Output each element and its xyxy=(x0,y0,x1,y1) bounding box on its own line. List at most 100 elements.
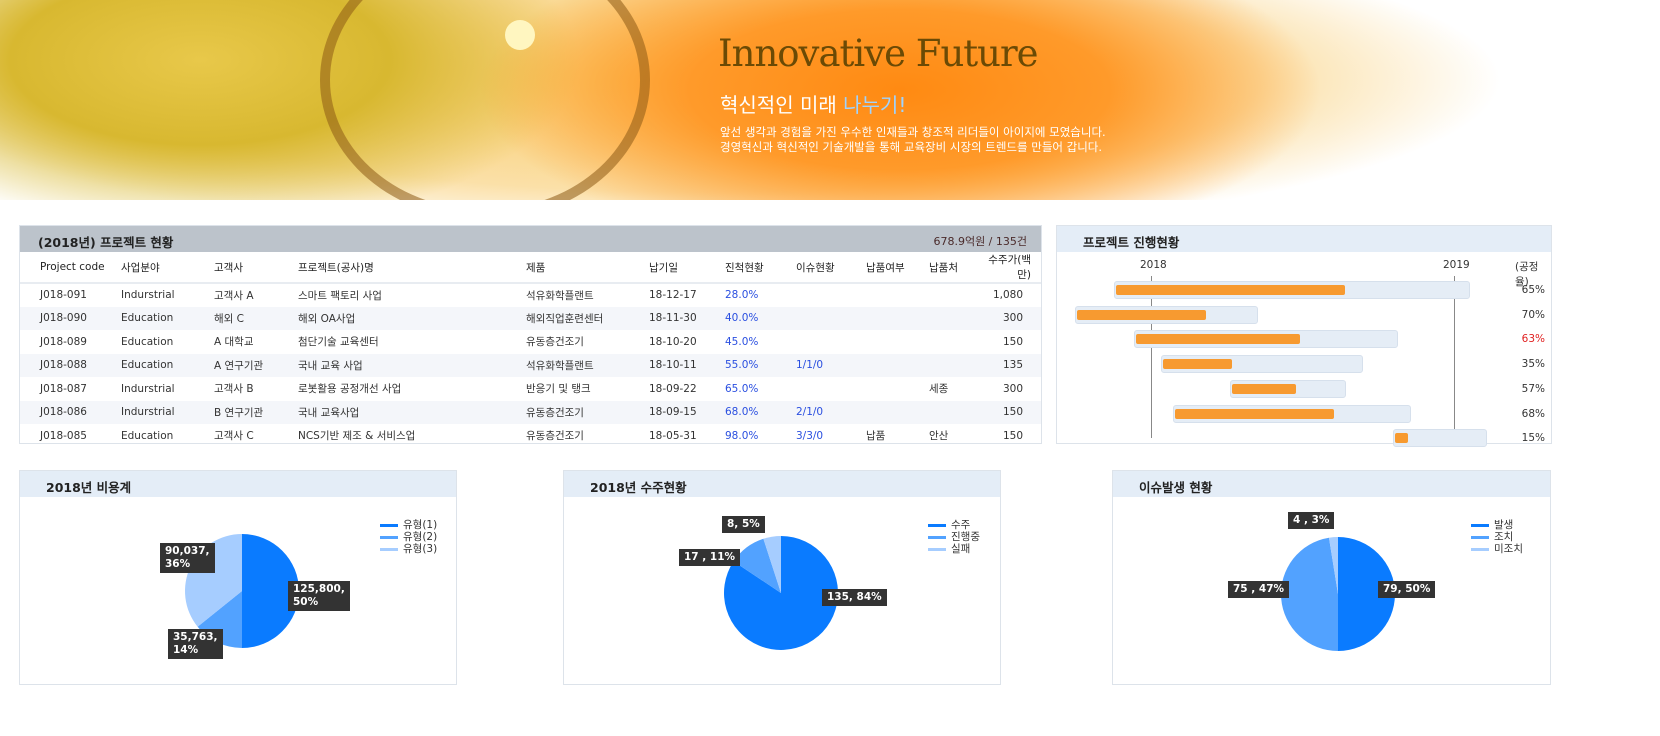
table-cell: 1,080 xyxy=(992,289,1023,302)
column-header: 납품처 xyxy=(929,252,984,284)
table-cell xyxy=(866,377,929,401)
column-header: Project code xyxy=(20,252,121,284)
table-cell: 18-05-31 xyxy=(649,429,697,442)
table-cell: 300 xyxy=(1002,382,1023,395)
legend-item[interactable]: 유형(1) xyxy=(380,519,437,531)
subtitle-main: 혁신적인 미래 xyxy=(720,93,844,117)
table-cell xyxy=(929,400,984,424)
legend-item[interactable]: 진행중 xyxy=(928,531,980,543)
legend-swatch xyxy=(928,547,946,551)
legend-item[interactable]: 미조치 xyxy=(1471,543,1523,555)
legend-item[interactable]: 수주 xyxy=(928,519,980,531)
legend-label: 진행중 xyxy=(951,531,980,543)
lightbulb-illustration xyxy=(320,0,650,200)
table-cell: Indurstrial xyxy=(121,382,175,395)
table-row[interactable]: J018-090 Education 해외 C 해외 OA사업 해외직업훈련센터 18-1… xyxy=(20,306,1041,330)
table-cell: 석유화학플랜트 xyxy=(526,289,594,302)
subtitle-highlight: 나누기! xyxy=(843,93,907,117)
table-cell: J018-086 xyxy=(20,400,121,424)
legend-item[interactable]: 유형(2) xyxy=(380,531,437,543)
table-cell: 18-11-30 xyxy=(649,306,725,330)
table-row[interactable]: J018-086 Indurstrial B 연구기관 국내 교육사업 유동층건조기 18… xyxy=(20,400,1041,424)
column-header: 사업분야 xyxy=(121,252,214,284)
progress-label: 35% xyxy=(1521,358,1545,371)
gantt-bar-progress xyxy=(1231,383,1296,394)
table-cell: 1/1/0 xyxy=(796,353,866,377)
progress-label: 15% xyxy=(1521,432,1545,445)
table-cell xyxy=(929,330,984,354)
table-row[interactable]: J018-085 Education 고객사 C NCS기반 제조 & 서비스업 유동층… xyxy=(20,424,1041,448)
table-cell: 18-10-11 xyxy=(649,353,725,377)
table-cell xyxy=(796,283,866,307)
legend-swatch xyxy=(1471,547,1489,551)
table-cell: 150 xyxy=(984,400,1041,424)
table-cell xyxy=(929,353,984,377)
table-cell: 국내 교육 사업 xyxy=(298,353,526,377)
pie-slice-1[interactable] xyxy=(1281,537,1338,651)
hero-banner: Innovative Future 혁신적인 미래 나누기! 앞선 생각과 경험… xyxy=(0,0,1660,200)
table-cell: J018-085 xyxy=(40,429,87,442)
gantt-bar-track[interactable] xyxy=(1392,429,1488,448)
legend-item[interactable]: 유형(3) xyxy=(380,543,437,555)
year-line-2019 xyxy=(1454,276,1455,438)
table-cell: 18-10-20 xyxy=(649,335,697,348)
data-label: 125,800, 50% xyxy=(288,581,350,611)
legend-swatch xyxy=(1471,535,1489,539)
table-cell: 68.0% xyxy=(725,400,796,424)
legend-item[interactable]: 실패 xyxy=(928,543,980,555)
table-cell xyxy=(866,400,929,424)
panel-title: 2018년 비용계 xyxy=(20,471,456,497)
table-cell: 석유화학플랜트 xyxy=(526,353,649,377)
data-label: 75 , 47% xyxy=(1228,581,1290,598)
table-cell: 반응기 및 탱크 xyxy=(526,383,591,396)
table-cell: 첨단기술 교육센터 xyxy=(298,336,379,349)
unit-label: (공정율) xyxy=(1515,261,1539,288)
panel-title: 2018년 수주현황 xyxy=(564,471,1000,497)
data-label: 79, 50% xyxy=(1378,581,1436,598)
column-header: 제품 xyxy=(526,252,649,284)
table-cell: 18-09-22 xyxy=(649,382,697,395)
data-label: 8, 5% xyxy=(722,516,765,533)
panel-title: 이슈발생 현황 xyxy=(1113,471,1550,497)
pie-slice-2[interactable] xyxy=(1328,537,1338,594)
pie-slice-0[interactable] xyxy=(242,534,299,648)
panel-title: (2018년) 프로젝트 현황 xyxy=(38,235,174,250)
table-cell: J018-089 xyxy=(40,335,87,348)
table-cell: B 연구기관 xyxy=(214,400,298,424)
legend-swatch xyxy=(380,535,398,539)
table-cell: J018-087 xyxy=(40,382,87,395)
progress-label: 65% xyxy=(1521,284,1545,296)
table-cell: 해외 OA사업 xyxy=(298,306,526,330)
desc-line-1: 앞선 생각과 경험을 가진 우수한 인재들과 창조적 리더들이 아이지에 모였습… xyxy=(720,125,1106,139)
table-row[interactable]: J018-091 Indurstrial 고객사 A 스마트 팩토리 사업 석유화학플랜… xyxy=(20,283,1041,307)
table-cell: Education xyxy=(121,335,174,348)
table-cell: 안산 xyxy=(929,430,949,443)
table-row[interactable]: J018-087 Indurstrial 고객사 B 로봇활용 공정개선 사업 반응기 … xyxy=(20,377,1041,401)
table-cell: J018-088 xyxy=(20,353,121,377)
pie-slice-2[interactable] xyxy=(763,536,781,593)
table-cell: Indurstrial xyxy=(121,289,175,302)
legend-swatch xyxy=(928,535,946,539)
table-row[interactable]: J018-088 Education A 연구기관 국내 교육 사업 석유화학플랜트 18… xyxy=(20,353,1041,377)
table-cell: 유동층건조기 xyxy=(526,336,584,349)
pie-slice-1[interactable] xyxy=(733,538,781,593)
column-header: 수주가(백만) xyxy=(984,252,1041,284)
pie-slice-0[interactable] xyxy=(1338,537,1395,651)
pie-chart xyxy=(185,534,299,648)
table-cell: 유동층건조기 xyxy=(526,400,649,424)
table-cell: 150 xyxy=(1002,335,1023,348)
legend-item[interactable]: 발생 xyxy=(1471,519,1523,531)
column-header: 고객사 xyxy=(214,252,298,284)
table-header-row: Project code 사업분야 고객사 프로젝트(공사)명 제품 납기일 진척현황 이슈현… xyxy=(20,252,1041,284)
table-cell: 300 xyxy=(984,306,1041,330)
table-row[interactable]: J018-089 Education A 대학교 첨단기술 교육센터 유동층건조기 18-… xyxy=(20,330,1041,354)
column-header: 납기일 xyxy=(649,252,725,284)
table-cell: 55.0% xyxy=(725,353,796,377)
table-cell: A 대학교 xyxy=(214,336,254,349)
legend-item[interactable]: 조치 xyxy=(1471,531,1523,543)
data-label: 90,037, 36% xyxy=(160,543,215,573)
project-table: Project code 사업분야 고객사 프로젝트(공사)명 제품 납기일 진척현황 이슈현… xyxy=(20,252,1041,448)
column-header: 이슈현황 xyxy=(796,252,866,284)
table-cell xyxy=(866,306,929,330)
year-line-2018 xyxy=(1151,276,1152,438)
